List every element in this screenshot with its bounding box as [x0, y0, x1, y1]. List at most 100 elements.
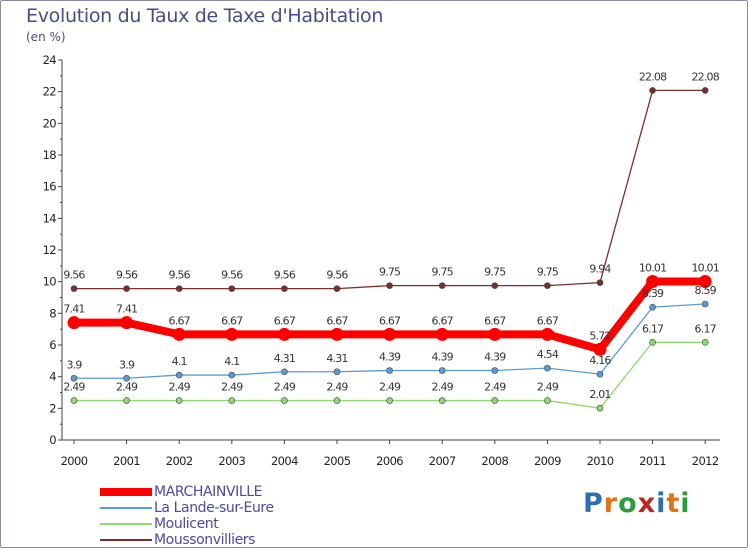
data-label: 3.9: [119, 358, 135, 371]
y-tick-label: 24: [43, 53, 57, 67]
data-label: 2.49: [274, 381, 296, 394]
data-label: 8.59: [695, 284, 717, 297]
x-tick-label: 2000: [61, 454, 88, 468]
data-label: 4.39: [484, 350, 506, 363]
data-label: 6.67: [221, 314, 243, 327]
chart-subtitle: (en %): [26, 30, 66, 44]
data-label: 2.49: [116, 381, 138, 394]
data-point: [228, 285, 236, 292]
data-point: [596, 404, 604, 412]
data-point: [596, 279, 604, 286]
data-label: 9.56: [63, 269, 85, 282]
data-point: [225, 327, 239, 341]
data-label: 9.75: [432, 266, 454, 279]
data-point: [70, 397, 78, 404]
y-tick-label: 18: [43, 148, 57, 162]
data-point: [649, 303, 656, 311]
y-tick-label: 14: [43, 211, 57, 225]
legend-item: MARCHAINVILLE: [100, 484, 274, 500]
x-tick-label: 2004: [271, 454, 298, 468]
data-point: [67, 316, 81, 330]
data-label: 6.67: [537, 314, 559, 327]
data-point: [593, 342, 607, 356]
data-label: 9.75: [484, 266, 506, 279]
data-point: [175, 397, 183, 404]
data-point: [120, 316, 134, 330]
data-label: 6.67: [432, 314, 454, 327]
x-tick-label: 2003: [218, 454, 245, 468]
data-point: [491, 397, 499, 404]
data-label: 2.49: [379, 381, 401, 394]
data-label: 3.9: [66, 358, 82, 371]
data-point: [70, 285, 78, 292]
data-point: [228, 397, 236, 404]
data-point: [435, 327, 449, 341]
data-label: 6.67: [379, 314, 401, 327]
series-line: [74, 89, 706, 290]
data-label: 22.08: [691, 70, 719, 83]
x-tick-label: 2001: [113, 454, 140, 468]
y-tick-label: 4: [49, 370, 56, 384]
y-tick-label: 2: [49, 401, 56, 415]
legend-swatch: [100, 539, 152, 541]
data-point: [491, 282, 499, 289]
data-point: [544, 364, 551, 372]
x-tick-label: 2005: [324, 454, 351, 468]
data-point: [281, 397, 288, 404]
data-label: 7.41: [63, 303, 84, 316]
data-point: [438, 282, 446, 289]
data-label: 6.67: [274, 314, 296, 327]
data-point: [277, 327, 291, 341]
data-label: 9.56: [221, 269, 243, 282]
data-label: 6.67: [169, 314, 191, 327]
data-label: 22.08: [639, 70, 667, 83]
data-label: 2.49: [537, 381, 559, 394]
data-label: 2.49: [484, 381, 506, 394]
data-label: 2.49: [63, 381, 85, 394]
data-label: 4.31: [274, 352, 295, 365]
data-point: [438, 397, 446, 404]
data-point: [123, 397, 130, 404]
data-label: 4.16: [589, 354, 611, 367]
data-label: 9.94: [589, 263, 611, 276]
x-tick-label: 2008: [481, 454, 508, 468]
data-point: [488, 327, 502, 341]
x-tick-label: 2011: [639, 454, 666, 468]
data-label: 5.72: [589, 329, 610, 342]
data-point: [330, 327, 344, 341]
data-label: 2.49: [221, 381, 243, 394]
chart-title: Evolution du Taux de Taxe d'Habitation: [26, 5, 384, 27]
x-tick-label: 2012: [692, 454, 719, 468]
data-label: 7.41: [116, 303, 137, 316]
data-point: [544, 282, 551, 289]
data-point: [698, 275, 712, 289]
data-point: [333, 368, 341, 376]
data-label: 8.39: [642, 287, 664, 300]
data-point: [701, 339, 709, 346]
data-point: [540, 327, 554, 341]
x-tick-label: 2007: [429, 454, 456, 468]
data-point: [123, 374, 130, 382]
legend-label: Moussonvilliers: [154, 532, 256, 548]
data-label: 9.56: [169, 269, 191, 282]
x-tick-label: 2010: [587, 454, 614, 468]
data-label: 9.56: [116, 269, 138, 282]
data-label: 10.01: [639, 262, 667, 275]
legend-swatch: [100, 488, 152, 496]
y-tick-label: 16: [43, 180, 57, 194]
data-label: 4.31: [326, 352, 347, 365]
data-label: 4.39: [432, 350, 454, 363]
data-point: [333, 397, 341, 404]
y-tick-label: 22: [43, 85, 57, 99]
data-point: [281, 285, 288, 292]
data-point: [386, 397, 393, 404]
data-label: 4.1: [172, 355, 187, 368]
data-point: [333, 285, 341, 292]
data-point: [175, 285, 183, 292]
data-label: 6.17: [642, 322, 664, 335]
data-label: 4.39: [379, 350, 401, 363]
data-label: 6.67: [326, 314, 348, 327]
data-point: [649, 87, 656, 94]
data-point: [701, 87, 709, 94]
